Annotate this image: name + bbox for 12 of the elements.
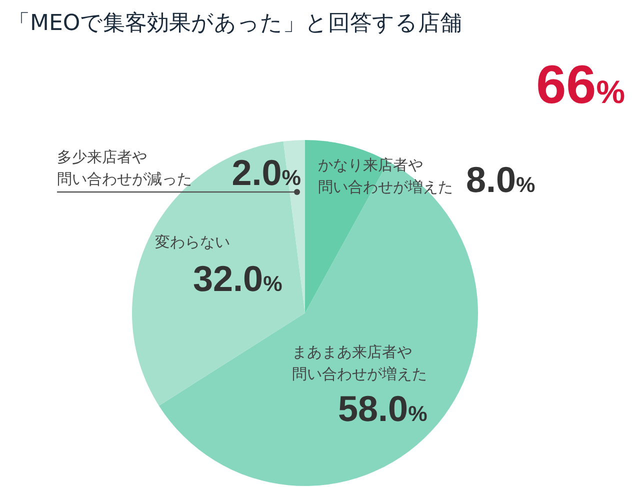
data-label: 2.0% [232, 152, 301, 193]
pie-slice [283, 140, 305, 313]
slice-label: 多少来店者や問い合わせが減った [57, 148, 192, 188]
data-label: 32.0% [193, 258, 282, 299]
data-label: 8.0% [466, 159, 536, 200]
pie-slice [132, 141, 305, 406]
chart-title: 「MEOで集客効果があった」と回答する店舗 [8, 11, 462, 36]
slice-label: 変わらない [155, 233, 230, 251]
slice-label: かなり来店者や問い合わせが増えた [318, 156, 453, 196]
slice-label: まあまあ来店者や問い合わせが増えた [292, 343, 427, 383]
data-label: 58.0% [338, 388, 428, 429]
text: 66% [536, 55, 625, 115]
